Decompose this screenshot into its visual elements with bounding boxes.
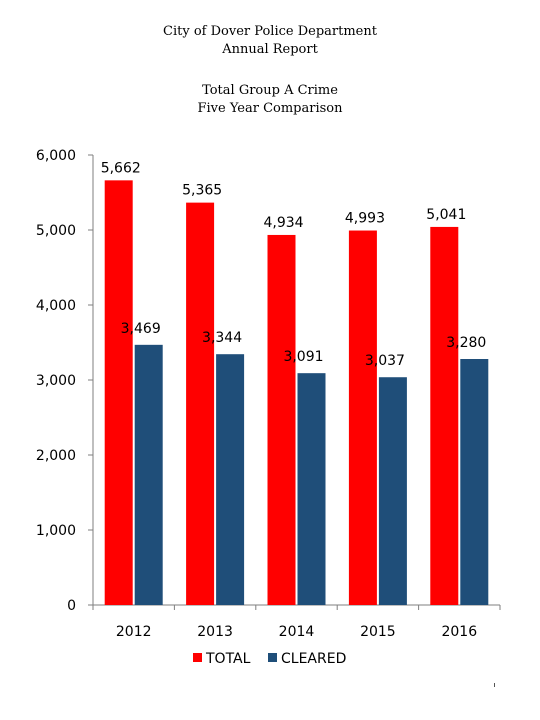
data-label-cleared-2015: 3,037 bbox=[365, 353, 405, 369]
y-tick-label: 0 bbox=[67, 598, 76, 614]
legend-label-cleared: CLEARED bbox=[281, 651, 346, 667]
x-tick-label-2013: 2013 bbox=[197, 624, 233, 640]
data-label-total-2012: 5,662 bbox=[101, 160, 141, 176]
legend-label-total: TOTAL bbox=[205, 651, 251, 667]
bar-cleared-2016 bbox=[460, 359, 489, 605]
data-label-cleared-2014: 3,091 bbox=[283, 349, 323, 365]
report-org-title: City of Dover Police Department bbox=[163, 24, 377, 39]
page-mark bbox=[494, 683, 495, 687]
y-tick-label: 5,000 bbox=[36, 223, 76, 239]
bar-total-2016 bbox=[430, 226, 459, 606]
legend-swatch-cleared bbox=[268, 653, 277, 662]
bar-total-2014 bbox=[267, 234, 296, 605]
chart-title: Total Group A Crime bbox=[202, 83, 338, 98]
bar-total-2015 bbox=[348, 230, 377, 605]
y-tick-label: 4,000 bbox=[36, 298, 76, 314]
x-tick-label-2012: 2012 bbox=[116, 624, 152, 640]
chart-subtitle: Five Year Comparison bbox=[197, 101, 343, 116]
data-label-total-2014: 4,934 bbox=[264, 215, 304, 231]
bar-cleared-2015 bbox=[378, 377, 407, 605]
data-label-total-2016: 5,041 bbox=[426, 207, 466, 223]
legend-swatch-total bbox=[193, 653, 202, 662]
x-tick-label-2014: 2014 bbox=[279, 624, 315, 640]
y-tick-label: 1,000 bbox=[36, 523, 76, 539]
data-label-cleared-2012: 3,469 bbox=[121, 321, 161, 337]
data-label-cleared-2013: 3,344 bbox=[202, 330, 242, 346]
report-subtitle: Annual Report bbox=[222, 42, 318, 57]
y-tick-label: 6,000 bbox=[36, 148, 76, 164]
x-tick-label-2015: 2015 bbox=[360, 624, 396, 640]
y-tick-label: 2,000 bbox=[36, 448, 76, 464]
y-tick-label: 3,000 bbox=[36, 373, 76, 389]
bar-total-2013 bbox=[186, 202, 215, 605]
x-tick-label-2016: 2016 bbox=[441, 624, 477, 640]
data-label-total-2015: 4,993 bbox=[345, 211, 385, 227]
data-label-cleared-2016: 3,280 bbox=[446, 335, 486, 351]
bar-cleared-2013 bbox=[216, 354, 245, 605]
bar-cleared-2012 bbox=[134, 344, 163, 605]
data-label-total-2013: 5,365 bbox=[182, 183, 222, 199]
bar-cleared-2014 bbox=[297, 373, 326, 605]
bar-total-2012 bbox=[104, 180, 133, 605]
